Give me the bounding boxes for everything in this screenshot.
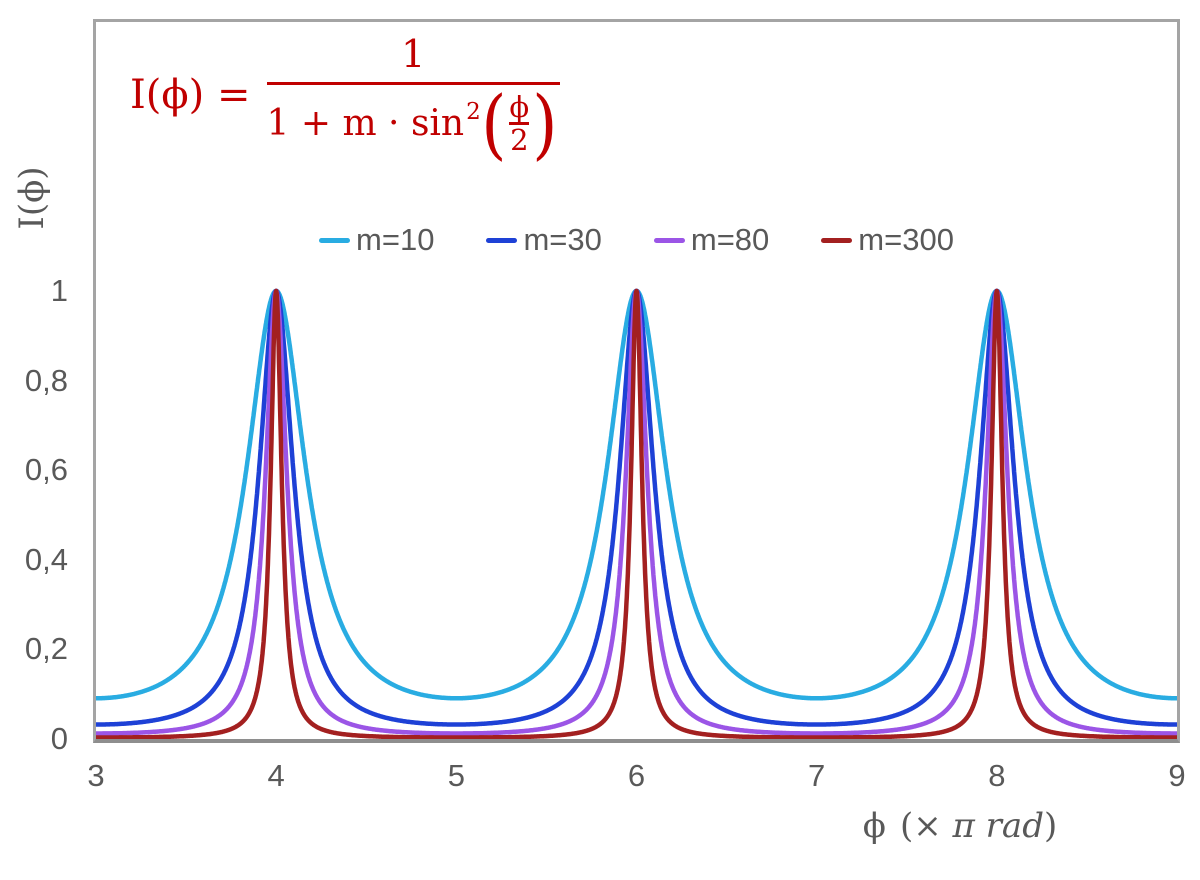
legend: m=10 m=30 m=80 m=300 <box>96 222 1177 258</box>
x-tick-label: 6 <box>627 758 646 793</box>
curve-m=300 <box>96 288 1177 739</box>
y-tick-label: 0,8 <box>24 362 68 398</box>
plot-area <box>93 19 1180 743</box>
x-axis-title: ϕ (× π rad) <box>790 806 1130 846</box>
legend-label: m=80 <box>690 222 770 257</box>
formula-paren-open: ( <box>480 78 507 168</box>
formula-fraction-bar <box>266 81 560 85</box>
y-tick-label: 0,4 <box>24 541 68 577</box>
legend-marker-icon <box>486 237 518 243</box>
x-axis-title-unit: π rad <box>952 806 1044 846</box>
legend-item-m=300: m=300 <box>821 222 954 258</box>
plot-svg <box>96 288 1177 739</box>
formula-fraction: 1 1 + m · sin 2 ( ϕ 2 ) <box>266 32 560 168</box>
x-axis-title-close: ) <box>1043 806 1058 846</box>
y-tick-label: 1 <box>50 272 68 308</box>
x-tick-label: 4 <box>267 758 285 793</box>
x-axis-title-open: (× <box>899 806 942 846</box>
legend-marker-icon <box>319 237 351 243</box>
formula-denominator: 1 + m · sin 2 ( ϕ 2 ) <box>266 78 560 168</box>
y-tick-label: 0,6 <box>24 452 68 488</box>
x-tick-label: 5 <box>447 758 465 793</box>
formula-paren-close: ) <box>532 78 558 168</box>
formula-den-prefix: 1 + m · sin <box>266 102 465 144</box>
x-tick-label: 7 <box>808 758 826 793</box>
y-tick-label: 0 <box>50 721 68 756</box>
curve-m=80 <box>96 288 1177 736</box>
legend-label: m=10 <box>356 222 435 257</box>
legend-item-m=80: m=80 <box>653 222 770 258</box>
formula-lhs: I(ϕ) = <box>130 71 251 118</box>
formula-den-exponent: 2 <box>466 99 481 126</box>
legend-item-m=30: m=30 <box>486 222 602 258</box>
y-tick-label: 0,2 <box>24 631 68 667</box>
x-tick-label: 8 <box>988 758 1006 793</box>
legend-label: m=300 <box>858 222 954 257</box>
x-axis-title-phi: ϕ <box>862 806 886 846</box>
y-axis-title: I(ϕ) <box>12 166 52 230</box>
legend-marker-icon <box>653 237 685 243</box>
legend-label: m=30 <box>523 222 602 257</box>
formula-inner-denominator: 2 <box>510 122 529 157</box>
formula-inner-fraction: ϕ 2 <box>509 89 530 157</box>
formula-inner-fraction-bar <box>509 122 530 125</box>
formula-annotation: I(ϕ) = 1 1 + m · sin 2 ( ϕ 2 ) <box>130 32 560 168</box>
legend-item-m=10: m=10 <box>319 222 434 258</box>
x-tick-label: 9 <box>1168 758 1186 793</box>
curve-m=30 <box>96 288 1177 727</box>
formula-inner-numerator: ϕ <box>509 89 530 124</box>
formula-numerator: 1 <box>401 32 426 76</box>
x-tick-label: 3 <box>87 758 105 793</box>
legend-marker-icon <box>821 237 853 243</box>
